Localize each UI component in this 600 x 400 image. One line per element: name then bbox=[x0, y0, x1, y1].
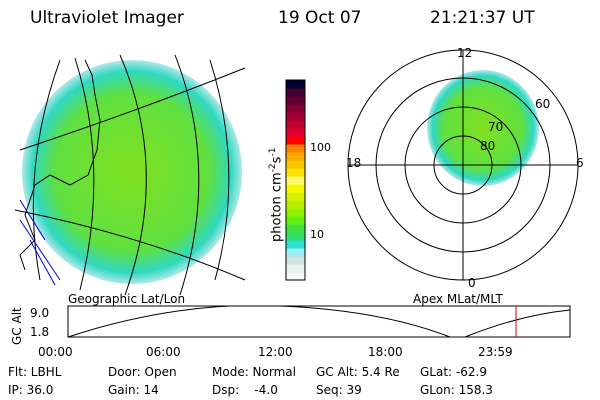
mlat-70: 70 bbox=[488, 120, 504, 134]
colorbar-swatch bbox=[286, 200, 305, 209]
mlt-12: 12 bbox=[457, 46, 473, 60]
info-glon: GLon: 158.3 bbox=[420, 383, 493, 397]
xtick-1: 06:00 bbox=[146, 345, 181, 359]
colorbar-swatch bbox=[286, 112, 305, 121]
colorbar-swatch bbox=[286, 104, 305, 113]
ytick-min: 1.8 bbox=[30, 325, 50, 339]
instrument-title: Ultraviolet Imager bbox=[30, 8, 184, 28]
info-filter: Flt: LBHL bbox=[8, 365, 62, 379]
xtick-2: 12:00 bbox=[258, 345, 293, 359]
timeline-ylabel: GC Alt bbox=[10, 307, 24, 345]
colorbar-swatch bbox=[286, 272, 305, 281]
colorbar bbox=[285, 79, 306, 281]
info-ip: IP: 36.0 bbox=[8, 383, 54, 397]
mlat-80: 80 bbox=[480, 139, 496, 153]
colorbar-swatch bbox=[286, 136, 305, 145]
aurora-image-geo bbox=[22, 60, 242, 284]
colorbar-swatch bbox=[286, 88, 305, 97]
geographic-label: Geographic Lat/Lon bbox=[68, 292, 186, 306]
colorbar-swatch bbox=[286, 128, 305, 137]
altitude-timeline bbox=[67, 305, 571, 338]
coastline-blue bbox=[19, 199, 61, 286]
mlat-60: 60 bbox=[535, 97, 551, 111]
aurora-image-polar bbox=[427, 70, 539, 186]
colorbar-swatch bbox=[286, 208, 305, 217]
geographic-image bbox=[14, 54, 246, 296]
colorbar-swatch bbox=[286, 248, 305, 257]
info-seq: Seq: 39 bbox=[316, 383, 362, 397]
colorbar-swatch bbox=[286, 224, 305, 233]
ytick-max: 9.0 bbox=[30, 306, 50, 320]
time: 21:21:37 UT bbox=[430, 8, 535, 28]
colorbar-swatch bbox=[286, 152, 305, 161]
colorbar-swatch bbox=[286, 264, 305, 273]
colorbar-swatch bbox=[286, 232, 305, 241]
colorbar-swatch bbox=[286, 216, 305, 225]
info-glat: GLat: -62.9 bbox=[420, 365, 487, 379]
colorbar-tick-10: 10 bbox=[310, 228, 324, 241]
colorbar-swatch bbox=[286, 80, 305, 89]
colorbar-swatch bbox=[286, 192, 305, 201]
xtick-4: 23:59 bbox=[478, 345, 513, 359]
colorbar-swatch bbox=[286, 168, 305, 177]
info-dsp: Dsp: -4.0 bbox=[212, 383, 278, 397]
colorbar-swatch bbox=[286, 184, 305, 193]
colorbar-tick-100: 100 bbox=[310, 141, 331, 154]
xtick-3: 18:00 bbox=[368, 345, 403, 359]
mlt-6: 6 bbox=[576, 156, 584, 170]
colorbar-swatch bbox=[286, 96, 305, 105]
info-gc-alt: GC Alt: 5.4 Re bbox=[316, 365, 400, 379]
colorbar-label: photon cm-2s-1 bbox=[268, 147, 285, 242]
info-gain: Gain: 14 bbox=[108, 383, 159, 397]
colorbar-border bbox=[285, 79, 306, 281]
mlt-0: 0 bbox=[468, 276, 476, 290]
colorbar-swatch bbox=[286, 240, 305, 249]
info-mode: Mode: Normal bbox=[212, 365, 296, 379]
mlt-18: 18 bbox=[346, 156, 362, 170]
coastline bbox=[19, 59, 101, 271]
colorbar-swatch bbox=[286, 256, 305, 265]
apex-label: Apex MLat/MLT bbox=[413, 292, 503, 306]
xtick-0: 00:00 bbox=[38, 345, 73, 359]
date: 19 Oct 07 bbox=[278, 8, 362, 28]
info-door: Door: Open bbox=[108, 365, 177, 379]
lat-lon-grid bbox=[14, 54, 246, 296]
colorbar-swatch bbox=[286, 160, 305, 169]
colorbar-swatch bbox=[286, 120, 305, 129]
colorbar-swatch bbox=[286, 144, 305, 153]
colorbar-swatch bbox=[286, 176, 305, 185]
polar-plot bbox=[347, 49, 579, 281]
